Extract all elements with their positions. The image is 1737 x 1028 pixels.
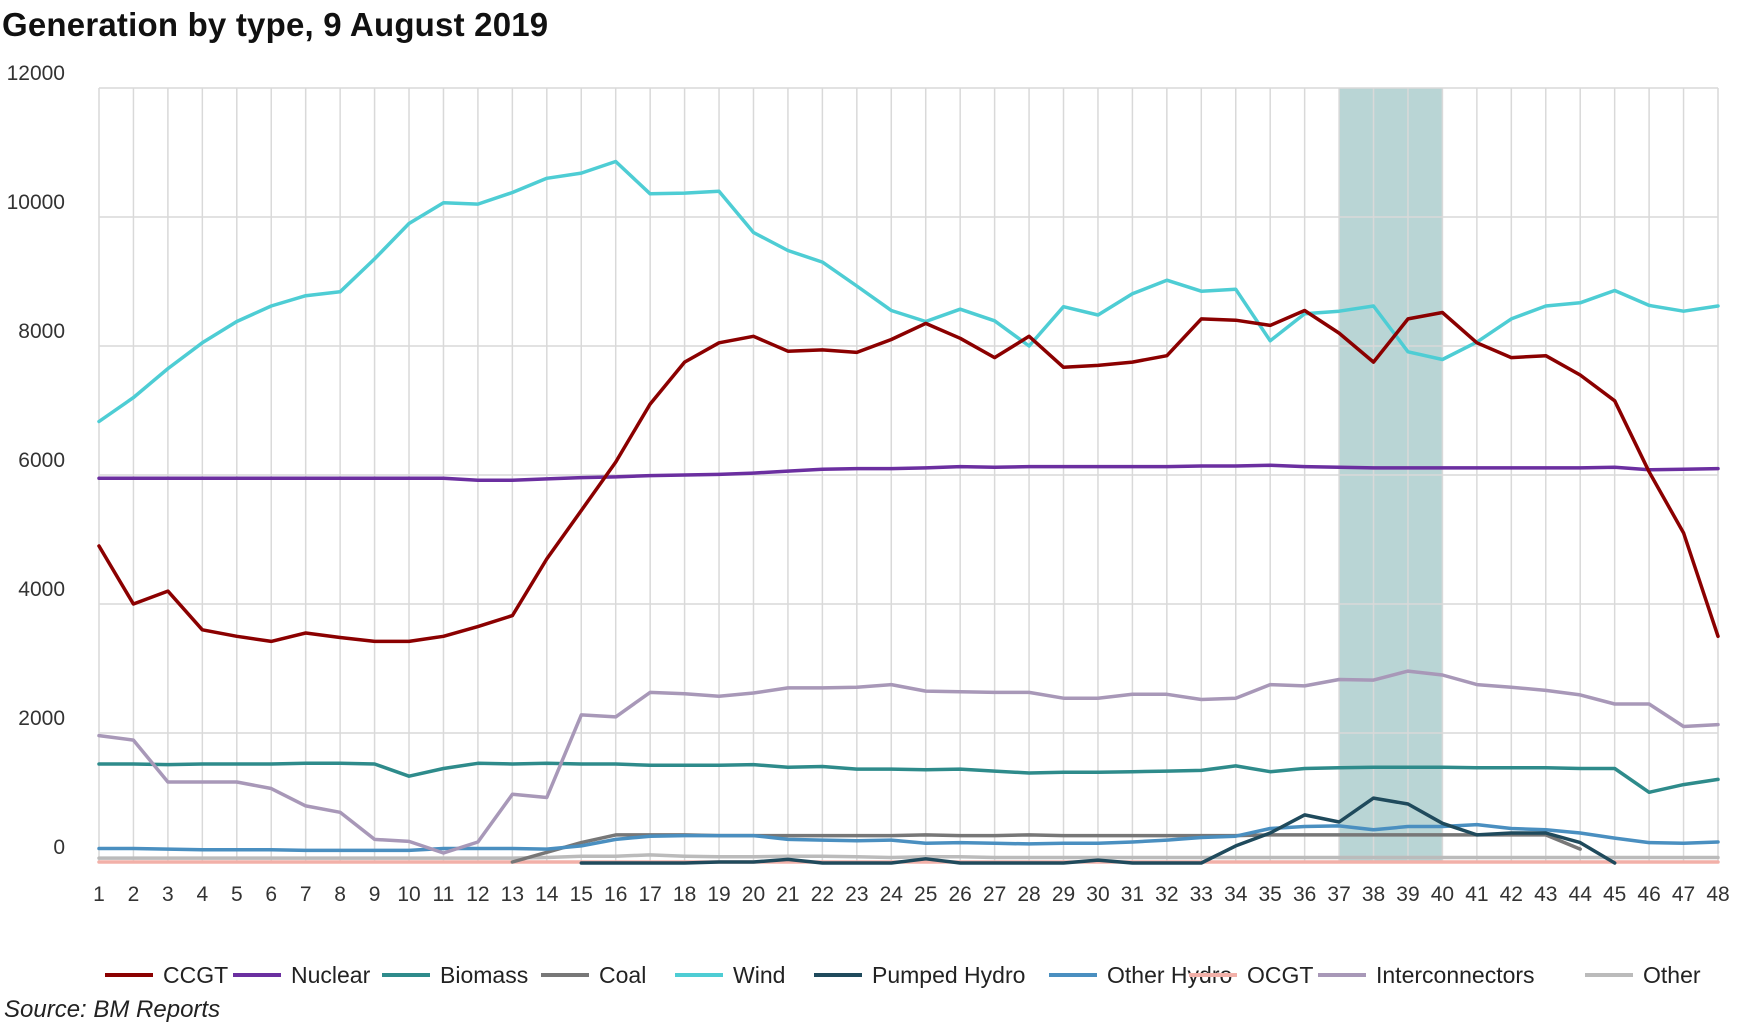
- x-tick-label: 8: [334, 883, 346, 906]
- legend-label: Biomass: [440, 962, 528, 988]
- series-line-biomass: [97, 761, 1720, 795]
- x-tick-label: 13: [501, 883, 524, 906]
- x-tick-label: 20: [742, 883, 765, 906]
- x-tick-label: 45: [1603, 883, 1626, 906]
- series-line-pumped-hydro: [579, 796, 1617, 865]
- x-tick-label: 38: [1362, 883, 1385, 906]
- x-tick-label: 12: [466, 883, 489, 906]
- x-tick-label: 19: [707, 883, 730, 906]
- series-line-wind: [97, 159, 1720, 424]
- y-tick-label: 4000: [18, 578, 65, 601]
- series-line-ccgt: [97, 308, 1720, 644]
- legend-label: Interconnectors: [1376, 962, 1535, 988]
- x-tick-label: 14: [535, 883, 559, 906]
- x-tick-label: 6: [265, 883, 277, 906]
- x-axis: 1 2 3 4 5 6 7 8 9 10 11 12 13 14 15 16 17 18 19 20 21 22 23 24 2…: [93, 883, 1730, 906]
- chart-title: Generation by type, 9 August 2019: [2, 6, 549, 43]
- legend-label: Other: [1643, 962, 1701, 988]
- x-tick-label: 1: [93, 883, 105, 906]
- x-tick-label: 48: [1706, 883, 1729, 906]
- x-tick-label: 42: [1500, 883, 1523, 906]
- y-tick-label: 8000: [18, 320, 65, 343]
- x-tick-label: 15: [570, 883, 593, 906]
- x-tick-label: 28: [1017, 883, 1040, 906]
- x-tick-label: 35: [1259, 883, 1282, 906]
- series-line-other: [97, 853, 1720, 860]
- x-tick-label: 36: [1293, 883, 1316, 906]
- x-tick-label: 30: [1086, 883, 1109, 906]
- x-tick-label: 47: [1672, 883, 1695, 906]
- x-tick-label: 21: [776, 883, 799, 906]
- y-tick-label: 0: [53, 836, 65, 859]
- legend-label: Pumped Hydro: [872, 962, 1025, 988]
- x-tick-label: 11: [433, 883, 455, 906]
- grid-layer: [98, 87, 1719, 863]
- x-tick-label: 37: [1327, 883, 1350, 906]
- y-axis: 12000 10000 8000 6000 4000 2000 0: [7, 62, 65, 859]
- x-tick-label: 41: [1465, 883, 1488, 906]
- x-tick-label: 27: [983, 883, 1006, 906]
- legend-label: OCGT: [1247, 962, 1313, 988]
- x-tick-label: 29: [1052, 883, 1075, 906]
- series-line-nuclear: [97, 463, 1720, 482]
- legend-label: Wind: [733, 962, 785, 988]
- x-tick-label: 16: [604, 883, 627, 906]
- legend-label: Coal: [599, 962, 646, 988]
- x-tick-label: 44: [1569, 883, 1593, 906]
- x-tick-label: 32: [1155, 883, 1178, 906]
- y-tick-label: 2000: [18, 707, 65, 730]
- x-tick-label: 22: [811, 883, 834, 906]
- series-line-interconnectors: [97, 669, 1720, 855]
- x-tick-label: 43: [1534, 883, 1557, 906]
- series-line-other-hydro: [97, 822, 1720, 853]
- x-tick-label: 7: [300, 883, 312, 906]
- x-tick-label: 40: [1431, 883, 1454, 906]
- x-tick-label: 3: [162, 883, 174, 906]
- legend-label: Nuclear: [291, 962, 371, 988]
- x-tick-label: 18: [673, 883, 696, 906]
- x-tick-label: 31: [1121, 883, 1144, 906]
- x-tick-label: 39: [1396, 883, 1419, 906]
- x-tick-label: 9: [369, 883, 381, 906]
- x-tick-label: 33: [1190, 883, 1213, 906]
- x-tick-label: 26: [948, 883, 971, 906]
- x-tick-label: 10: [397, 883, 420, 906]
- y-tick-label: 12000: [7, 62, 65, 85]
- x-tick-label: 34: [1224, 883, 1248, 906]
- x-tick-label: 23: [845, 883, 868, 906]
- y-tick-label: 10000: [7, 191, 65, 214]
- legend: CCGT Nuclear Biomass Coal Wind Pumped Hydro Ot…: [105, 962, 1701, 988]
- legend-label: CCGT: [163, 962, 228, 988]
- x-tick-label: 25: [914, 883, 937, 906]
- x-tick-label: 5: [231, 883, 243, 906]
- x-tick-label: 24: [880, 883, 904, 906]
- x-tick-label: 4: [196, 883, 208, 906]
- y-tick-label: 6000: [18, 449, 65, 472]
- x-tick-label: 17: [638, 883, 661, 906]
- source-note: Source: BM Reports: [4, 996, 221, 1023]
- x-tick-label: 46: [1637, 883, 1660, 906]
- x-tick-label: 2: [128, 883, 140, 906]
- series-layer: [97, 159, 1720, 865]
